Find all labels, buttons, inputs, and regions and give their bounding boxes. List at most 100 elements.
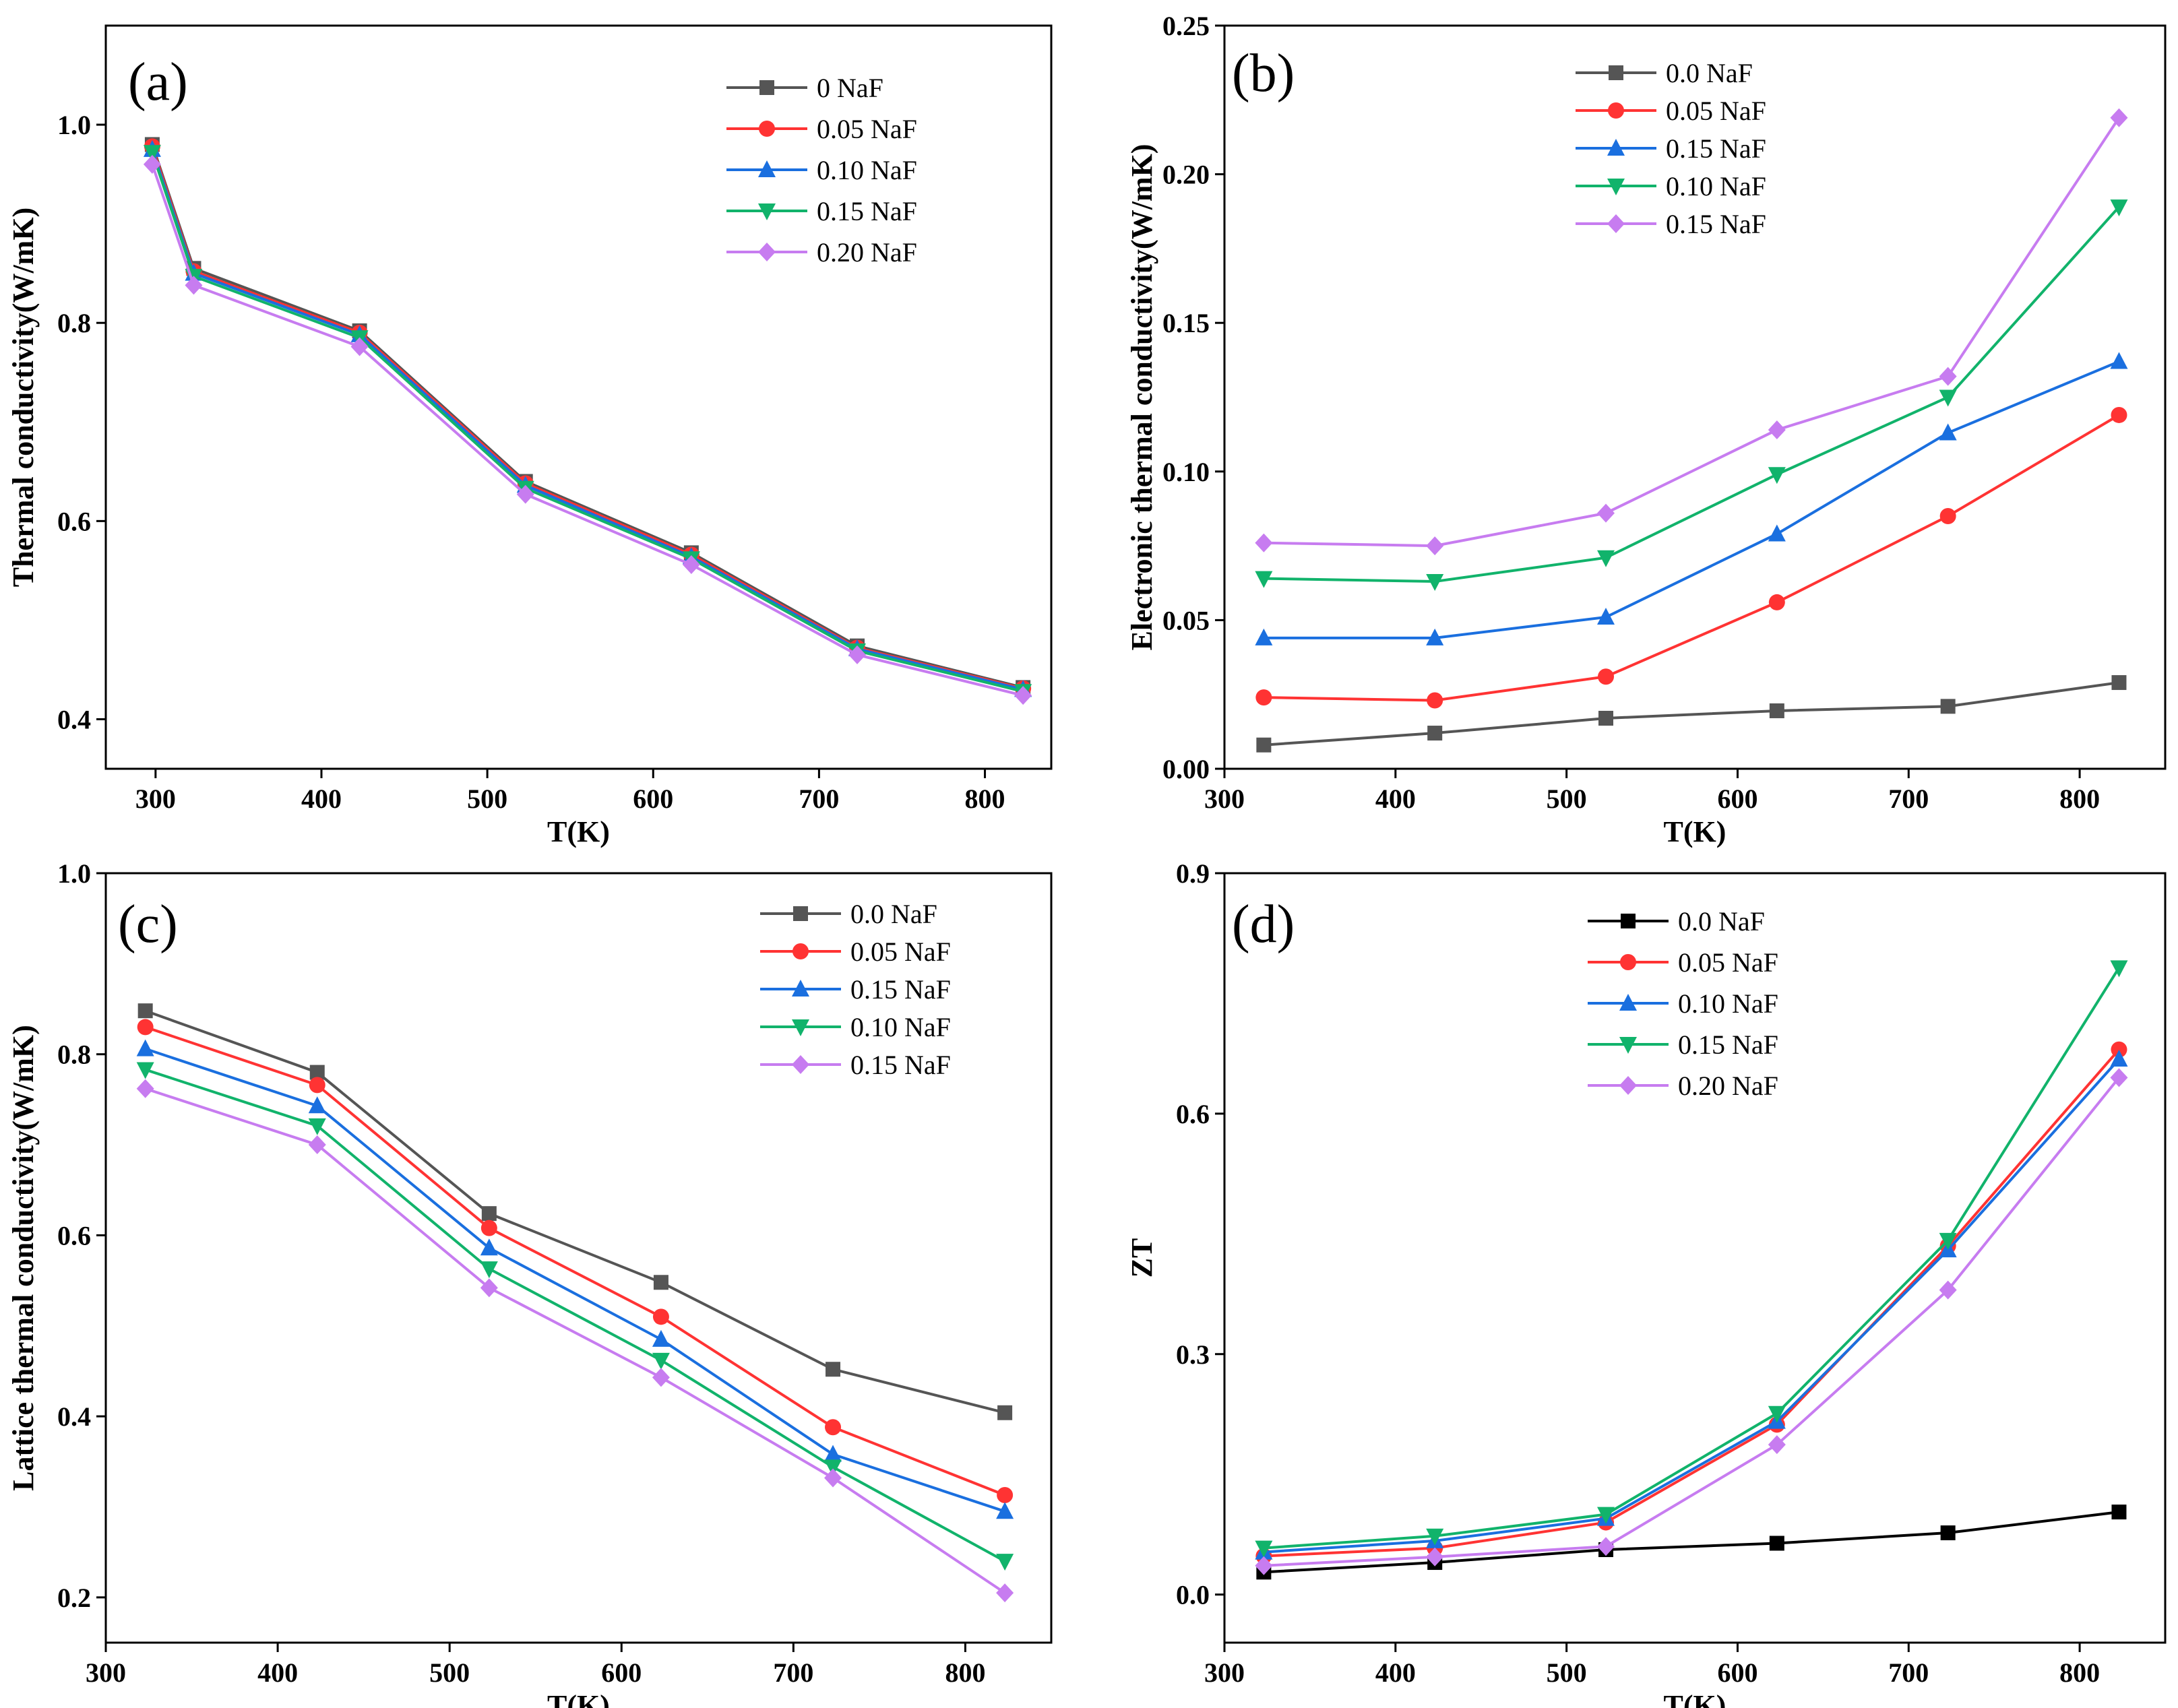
series-c-4: [136, 1079, 1014, 1603]
x-tick-label: 700: [799, 784, 839, 814]
series-d-4: [1255, 1068, 2128, 1575]
data-point: [2111, 1505, 2127, 1520]
legend-entry: 0 NaF: [817, 73, 883, 103]
series-d-3: [1255, 960, 2128, 1558]
data-point: [1597, 550, 1615, 567]
x-tick-label: 600: [1717, 784, 1757, 814]
legend-entry: 0.15 NaF: [850, 1050, 951, 1080]
y-tick-label: 0.2: [57, 1583, 91, 1613]
x-tick-label: 600: [601, 1657, 642, 1688]
data-point: [682, 555, 700, 575]
legend-entry: 0.10 NaF: [850, 1012, 951, 1042]
series-line: [151, 146, 1024, 690]
y-axis-title: Thermal conductivity(W/mK): [7, 208, 40, 587]
y-tick-label: 0.9: [1176, 858, 1210, 889]
data-point: [653, 1275, 668, 1290]
legend-marker: [1607, 214, 1625, 233]
data-point: [185, 276, 203, 295]
y-axis-title: Lattice thermal conductivity(W/mK): [7, 1025, 40, 1491]
series-line: [1264, 967, 2121, 1550]
data-point: [1768, 467, 1786, 484]
data-point: [1426, 628, 1444, 645]
legend-marker: [1609, 65, 1623, 80]
chart-panel-b: 300 400 500 600 700 800 0.00 0.05 0.10 0.15 0.20 0.…: [1125, 11, 2167, 848]
legend-marker: [1621, 914, 1636, 928]
data-point: [2111, 675, 2127, 691]
series-d-2: [1255, 1049, 2128, 1560]
series-d-1: [1255, 1041, 2127, 1564]
legend-marker: [792, 980, 809, 997]
data-point: [824, 1459, 842, 1477]
data-point: [824, 1445, 842, 1462]
y-tick-label: 0.0: [1176, 1580, 1210, 1610]
series-line: [1264, 1058, 2120, 1554]
plot-frame: [1223, 24, 2167, 770]
legend-marker: [1619, 994, 1637, 1011]
data-point: [1939, 423, 1957, 441]
series-line: [145, 1068, 1006, 1562]
legend-entry: 0.05 NaF: [850, 937, 951, 967]
data-point: [997, 1405, 1013, 1420]
data-point: [996, 1502, 1014, 1519]
data-point: [2111, 1041, 2127, 1058]
data-point: [2110, 199, 2128, 217]
data-point: [1939, 389, 1957, 407]
x-tick-label: 600: [1717, 1657, 1757, 1688]
panel-label: (b): [1232, 44, 1295, 103]
legend-entry: 0.05 NaF: [1678, 947, 1778, 978]
data-point: [481, 1206, 497, 1222]
x-tick-label: 800: [2059, 784, 2100, 814]
series-b-0: [1256, 675, 2127, 753]
data-point: [516, 484, 534, 504]
legend-marker: [1619, 1076, 1637, 1095]
data-point: [309, 1065, 325, 1080]
x-tick-label: 400: [1375, 784, 1416, 814]
x-tick-label: 400: [301, 784, 342, 814]
data-point: [1939, 1232, 1957, 1250]
data-point: [2110, 1068, 2128, 1087]
y-tick-label: 0.15: [1162, 308, 1210, 338]
data-point: [1597, 503, 1615, 523]
legend-marker: [792, 943, 809, 959]
legend-marker: [758, 203, 776, 220]
legend: 0.0 NaF 0.05 NaF 0.10 NaF 0.15 NaF 0.20 NaF: [1588, 906, 1778, 1101]
data-point: [848, 645, 867, 664]
data-point: [309, 1077, 325, 1094]
x-tick-label: 800: [2059, 1657, 2100, 1688]
data-point: [2111, 406, 2127, 423]
data-point: [1426, 1528, 1444, 1546]
legend-marker: [759, 121, 775, 137]
legend-entry: 0.05 NaF: [817, 114, 917, 144]
series-line: [1264, 1511, 2119, 1574]
series-d-0: [1256, 1505, 2127, 1580]
series-c-0: [137, 1003, 1013, 1420]
y-tick-label: 0.05: [1162, 605, 1210, 635]
data-point: [1426, 536, 1444, 556]
chart-panel-d: 300 400 500 600 700 800 0.0 0.3 0.6 0.9 T(K) ZT (d) 0…: [1125, 858, 2167, 1708]
legend: 0.0 NaF 0.05 NaF 0.15 NaF 0.10 NaF 0.15 NaF: [1576, 58, 1766, 239]
series-line: [151, 149, 1024, 691]
data-point: [1769, 703, 1784, 718]
data-point: [480, 1238, 498, 1256]
data-point: [1939, 507, 1956, 524]
data-point: [1768, 594, 1785, 610]
data-point: [996, 1583, 1014, 1603]
x-tick-label: 800: [945, 1657, 985, 1688]
x-tick-label: 500: [429, 1657, 470, 1688]
x-axis-title: T(K): [1664, 815, 1726, 848]
series-line: [1264, 414, 2120, 702]
data-point: [308, 1096, 326, 1114]
panel-label: (a): [128, 53, 188, 112]
y-tick-label: 0.8: [57, 1040, 91, 1070]
data-point: [1427, 692, 1443, 709]
data-point: [1427, 726, 1443, 741]
legend-entry: 0.15 NaF: [817, 196, 917, 226]
x-tick-label: 700: [1888, 1657, 1929, 1688]
plot-frame: [104, 872, 1053, 1644]
data-point: [136, 1079, 154, 1098]
data-point: [652, 1329, 670, 1347]
data-point: [1597, 1537, 1615, 1556]
y-tick-label: 0.3: [1176, 1339, 1210, 1370]
legend-entry: 0.10 NaF: [817, 155, 917, 185]
data-point: [996, 1554, 1014, 1571]
